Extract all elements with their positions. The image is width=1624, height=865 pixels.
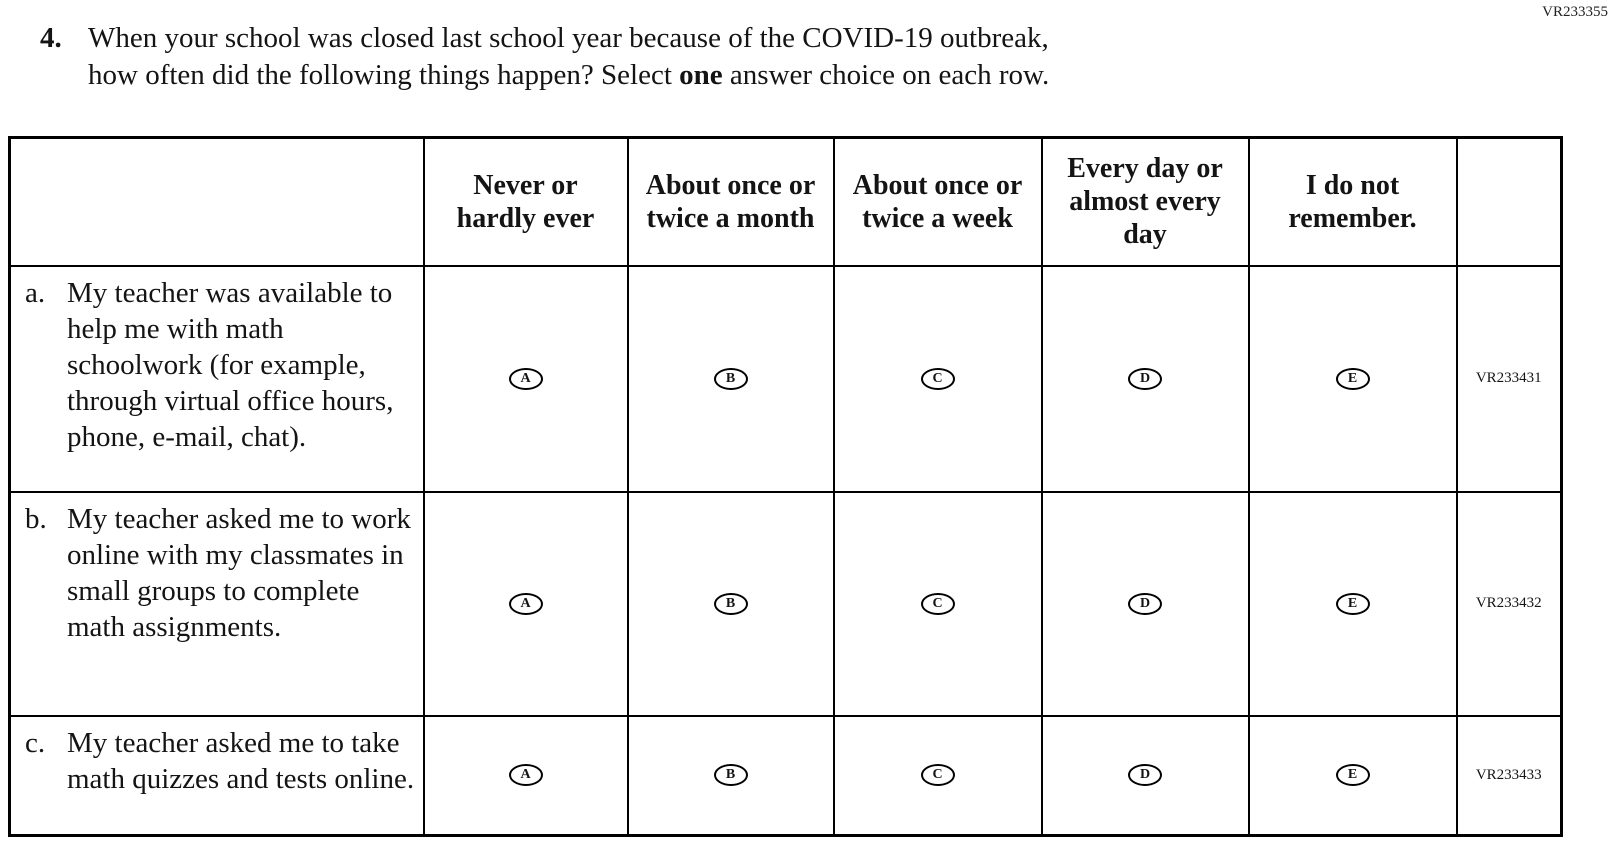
- row-code-c: VR233433: [1455, 714, 1563, 837]
- header-row: Never or hardly ever About once or twice…: [8, 136, 1563, 267]
- option-cell-c-E: E: [1247, 714, 1458, 837]
- option-cell-c-D: D: [1040, 714, 1250, 837]
- answer-bubble-b-B[interactable]: B: [713, 592, 748, 615]
- row-letter: b.: [25, 502, 47, 535]
- answer-bubble-c-B[interactable]: B: [713, 764, 748, 787]
- answer-bubble-b-D[interactable]: D: [1128, 592, 1162, 615]
- answer-bubble-a-A[interactable]: A: [508, 367, 543, 390]
- question-line1: When your school was closed last school …: [88, 22, 1049, 54]
- question-text: When your school was closed last school …: [88, 20, 1049, 94]
- question-block: 4. When your school was closed last scho…: [40, 20, 1049, 94]
- form-code-top: VR233355: [1542, 4, 1608, 20]
- answer-bubble-a-E[interactable]: E: [1335, 367, 1370, 390]
- statement-cell-b: b. My teacher asked me to work online wi…: [8, 490, 425, 717]
- question-number: 4.: [40, 22, 62, 54]
- row-statement: My teacher asked me to take math quizzes…: [67, 726, 415, 795]
- answer-bubble-b-C[interactable]: C: [920, 592, 955, 615]
- option-cell-a-D: D: [1040, 264, 1250, 493]
- question-line2-after: answer choice on each row.: [722, 59, 1050, 91]
- answer-bubble-a-C[interactable]: C: [920, 367, 955, 390]
- option-cell-b-C: C: [832, 490, 1043, 717]
- answer-bubble-c-C[interactable]: C: [920, 764, 955, 787]
- row-code-b: VR233432: [1455, 490, 1563, 717]
- answer-bubble-a-B[interactable]: B: [713, 367, 748, 390]
- question-bold-word: one: [679, 59, 723, 91]
- option-cell-b-E: E: [1247, 490, 1458, 717]
- statement-cell-a: a. My teacher was available to help me w…: [8, 264, 425, 493]
- answer-bubble-c-E[interactable]: E: [1335, 764, 1370, 787]
- answer-bubble-c-D[interactable]: D: [1128, 764, 1162, 787]
- header-once-twice-month: About once or twice a month: [626, 136, 835, 267]
- option-cell-a-E: E: [1247, 264, 1458, 493]
- option-cell-b-D: D: [1040, 490, 1250, 717]
- answer-bubble-a-D[interactable]: D: [1128, 367, 1162, 390]
- answer-bubble-b-A[interactable]: A: [508, 592, 543, 615]
- question-line2-before: how often did the following things happe…: [88, 59, 680, 91]
- option-cell-c-B: B: [626, 714, 835, 837]
- table-row-b: b. My teacher asked me to work online wi…: [8, 490, 1563, 717]
- row-statement: My teacher asked me to work online with …: [67, 502, 411, 643]
- option-cell-a-C: C: [832, 264, 1043, 493]
- header-do-not-remember: I do not remember.: [1247, 136, 1458, 267]
- answer-bubble-c-A[interactable]: A: [508, 764, 543, 787]
- header-never: Never or hardly ever: [422, 136, 629, 267]
- option-cell-c-A: A: [422, 714, 629, 837]
- option-cell-b-A: A: [422, 490, 629, 717]
- response-grid: Never or hardly ever About once or twice…: [8, 136, 1563, 837]
- header-code-empty: [1455, 136, 1563, 267]
- row-letter: a.: [25, 276, 46, 309]
- row-letter: c.: [25, 726, 46, 759]
- option-cell-c-C: C: [832, 714, 1043, 837]
- row-code-a: VR233431: [1455, 264, 1563, 493]
- statement-cell-c: c. My teacher asked me to take math quiz…: [8, 714, 425, 837]
- table-row-a: a. My teacher was available to help me w…: [8, 264, 1563, 493]
- header-once-twice-week: About once or twice a week: [832, 136, 1043, 267]
- option-cell-b-B: B: [626, 490, 835, 717]
- row-statement: My teacher was available to help me with…: [67, 276, 394, 453]
- header-statement-empty: [8, 136, 425, 267]
- option-cell-a-A: A: [422, 264, 629, 493]
- answer-bubble-b-E[interactable]: E: [1335, 592, 1370, 615]
- option-cell-a-B: B: [626, 264, 835, 493]
- header-every-day: Every day or almost every day: [1040, 136, 1250, 267]
- table-row-c: c. My teacher asked me to take math quiz…: [8, 714, 1563, 837]
